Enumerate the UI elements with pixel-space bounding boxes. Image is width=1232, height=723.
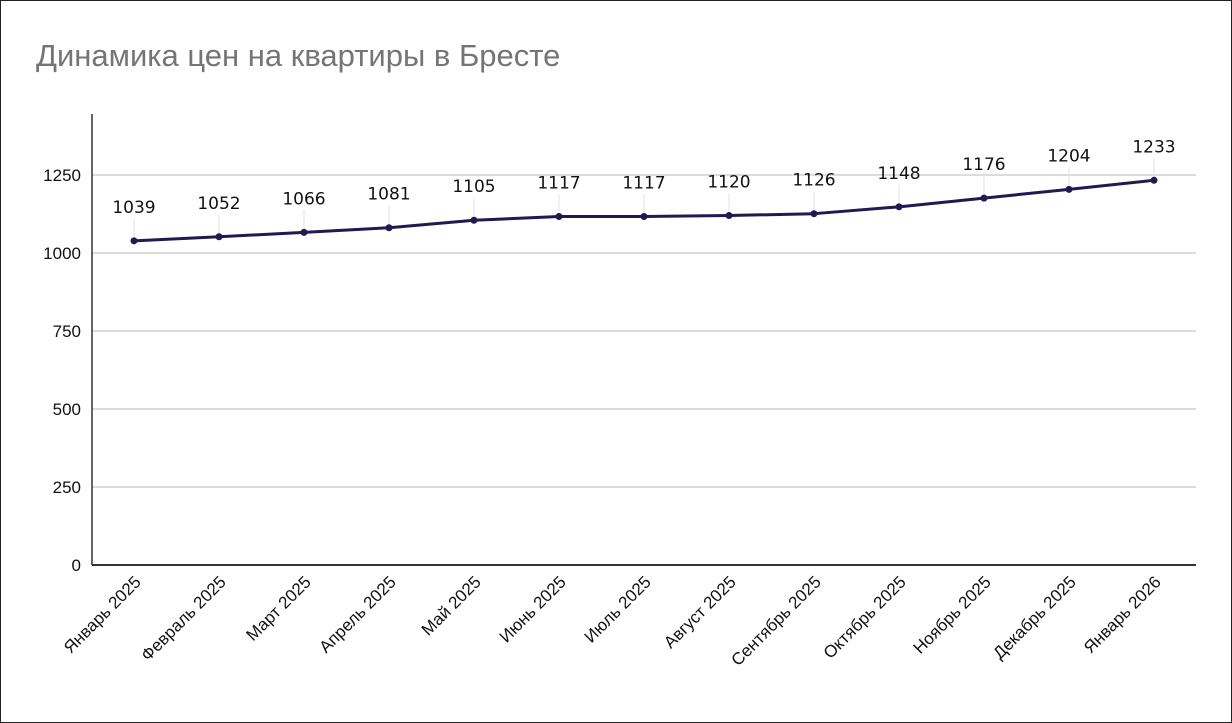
y-tick-label: 500 bbox=[53, 400, 81, 419]
y-tick-label: 1250 bbox=[43, 166, 81, 185]
y-tick-label: 250 bbox=[53, 478, 81, 497]
y-tick-label: 750 bbox=[53, 322, 81, 341]
data-label: 1233 bbox=[1132, 137, 1175, 157]
data-point-marker bbox=[725, 212, 733, 220]
data-label: 1105 bbox=[452, 177, 495, 197]
data-label: 1126 bbox=[792, 171, 835, 191]
x-tick-label: Май 2025 bbox=[418, 572, 485, 639]
y-tick-label: 1000 bbox=[43, 244, 81, 263]
data-label: 1039 bbox=[112, 198, 155, 218]
data-point-marker bbox=[470, 216, 478, 224]
data-point-marker bbox=[385, 224, 393, 232]
x-tick-label: Июль 2025 bbox=[581, 572, 655, 646]
data-label: 1176 bbox=[962, 155, 1005, 175]
x-tick-label: Сентябрь 2025 bbox=[727, 572, 824, 669]
data-point-marker bbox=[555, 212, 563, 220]
x-tick-label: Декабрь 2025 bbox=[989, 572, 1079, 662]
data-point-marker bbox=[1150, 176, 1158, 184]
data-label: 1117 bbox=[622, 173, 665, 193]
data-point-marker bbox=[980, 194, 988, 202]
data-label: 1148 bbox=[877, 164, 920, 184]
x-tick-label: Февраль 2025 bbox=[137, 572, 229, 664]
data-point-marker bbox=[1065, 185, 1073, 193]
x-tick-label: Январь 2026 bbox=[1080, 572, 1165, 657]
data-label: 1081 bbox=[367, 185, 410, 205]
data-point-marker bbox=[215, 233, 223, 241]
data-point-marker bbox=[810, 210, 818, 218]
x-tick-label: Апрель 2025 bbox=[316, 572, 400, 656]
y-tick-label: 0 bbox=[72, 556, 81, 575]
data-label: 1120 bbox=[707, 173, 750, 193]
data-point-marker bbox=[130, 237, 138, 245]
x-tick-label: Октябрь 2025 bbox=[820, 572, 910, 662]
data-label: 1066 bbox=[282, 189, 325, 209]
x-tick-label: Август 2025 bbox=[660, 572, 740, 652]
chart-title: Динамика цен на квартиры в Бресте bbox=[36, 38, 561, 73]
x-tick-label: Ноябрь 2025 bbox=[910, 572, 995, 657]
data-label: 1052 bbox=[197, 194, 240, 214]
data-point-marker bbox=[640, 212, 648, 220]
data-label: 1117 bbox=[537, 173, 580, 193]
data-point-marker bbox=[895, 203, 903, 211]
data-point-marker bbox=[300, 228, 308, 236]
x-tick-label: Январь 2025 bbox=[60, 572, 145, 657]
x-tick-label: Март 2025 bbox=[243, 572, 315, 644]
x-tick-label: Июнь 2025 bbox=[496, 572, 570, 646]
data-label: 1204 bbox=[1047, 146, 1090, 166]
